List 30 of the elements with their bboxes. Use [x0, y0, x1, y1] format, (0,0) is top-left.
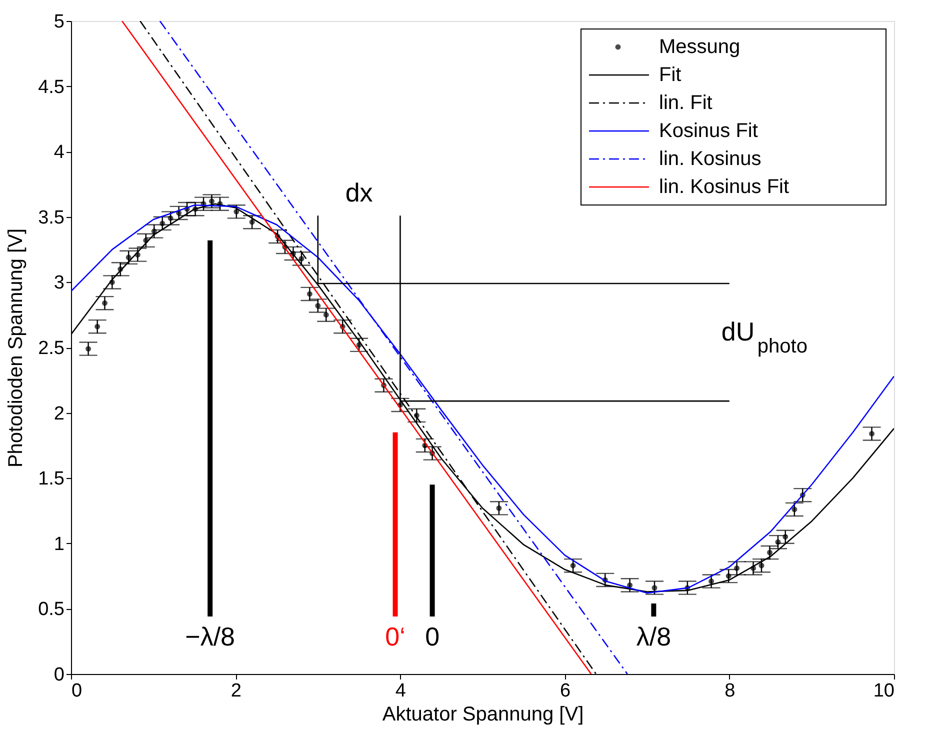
y-axis-title: Photodioden Spannung [V] [5, 228, 28, 468]
legend-label: Fit [659, 64, 682, 86]
legend-label: Messung [659, 36, 740, 58]
y-tick-label: 0 [54, 664, 64, 686]
x-tick-label: 10 [873, 680, 894, 702]
y-tick-label: 2 [54, 403, 64, 424]
y-tick-label: 4.5 [38, 76, 64, 98]
legend-label: lin. Kosinus Fit [659, 176, 790, 198]
y-tick-label: 4 [54, 142, 65, 164]
legend-label: lin. Fit [659, 92, 713, 114]
x-tick-label: 0 [72, 680, 82, 702]
legend-label: lin. Kosinus [659, 148, 762, 170]
x-tick-label: 6 [560, 680, 571, 702]
y-tick-label: 1 [54, 534, 64, 555]
y-tick-label: 3.5 [38, 207, 64, 228]
annotation: λ/8 [636, 622, 672, 652]
annotation: 0‘ [385, 622, 406, 652]
y-tick-label: 1.5 [38, 468, 64, 490]
annotation: −λ/8 [185, 622, 236, 652]
x-axis-title: Aktuator Spannung [V] [382, 704, 584, 726]
y-tick-label: 3 [54, 272, 64, 294]
y-tick-label: 0.5 [38, 599, 64, 620]
y-tick-label: 5 [54, 12, 64, 32]
legend-label: Kosinus Fit [659, 120, 758, 142]
y-tick-label: 2.5 [38, 338, 64, 359]
x-tick-label: 2 [230, 680, 242, 702]
x-tick-label: 4 [395, 680, 406, 702]
annotation: dx [345, 178, 373, 208]
x-tick-label: 8 [724, 680, 736, 702]
annotation: 0 [425, 622, 440, 652]
